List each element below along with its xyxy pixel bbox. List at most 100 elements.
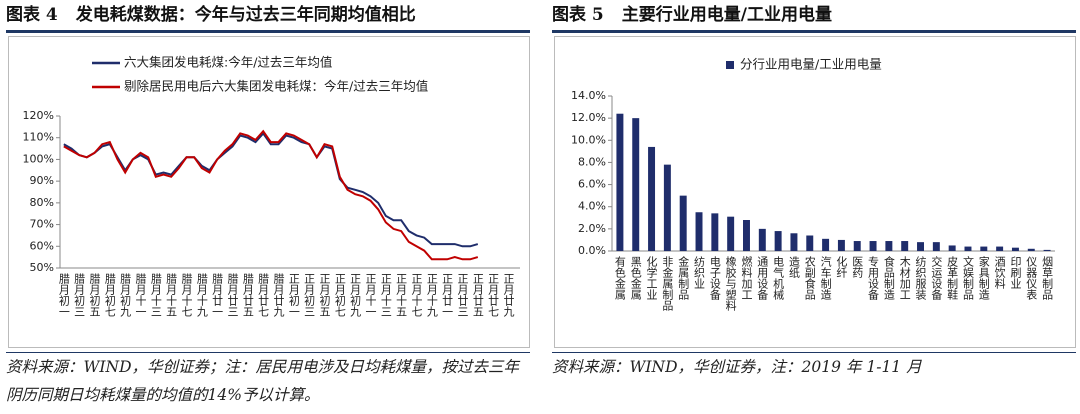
bar	[743, 220, 750, 251]
legend-label: 分行业用电量/工业用电量	[740, 57, 882, 72]
bar	[869, 241, 877, 251]
x-tick-label: 通用设备	[756, 256, 769, 301]
y-tick-label: 90%	[30, 174, 54, 187]
y-tick-label: 2.0%	[578, 222, 606, 235]
x-tick-label: 纺织服装	[914, 255, 927, 301]
bar	[695, 212, 703, 251]
x-tick-label: 电气机械	[772, 256, 785, 301]
x-tick-label: 交运设备	[930, 255, 943, 301]
bar	[980, 246, 988, 251]
x-tick-label: 腊月十一	[134, 273, 147, 317]
y-tick-label: 70%	[30, 218, 54, 231]
bar	[616, 113, 624, 251]
bar	[632, 118, 640, 252]
bar	[711, 213, 719, 251]
legend-swatch	[726, 61, 734, 69]
source-note: 资料来源：WIND，华创证券，注：2019 年 1-11 月	[552, 352, 1076, 381]
x-tick-label: 腊月廿三	[226, 273, 239, 317]
bar	[1011, 247, 1019, 251]
x-tick-label: 燃料加工	[740, 255, 753, 300]
x-tick-label: 烟草制品	[1041, 255, 1054, 300]
series-line	[63, 129, 479, 261]
x-tick-label: 腊月廿七	[257, 273, 270, 317]
chart-title: 发电耗煤数据：今年与过去三年同期均值相比	[75, 5, 416, 25]
x-tick-label: 腊月廿五	[241, 273, 254, 317]
bar	[648, 146, 656, 251]
x-tick-label: 金属制品	[677, 255, 690, 300]
header: 图表 4 发电耗煤数据：今年与过去三年同期均值相比	[6, 0, 530, 33]
bar	[1043, 249, 1051, 251]
bar	[806, 235, 814, 251]
y-tick-label: 60%	[30, 239, 54, 252]
bar	[727, 216, 735, 251]
x-tick-label: 有色金属	[613, 255, 626, 301]
x-tick-label: 正月初七	[333, 273, 346, 317]
x-tick-label: 化学工业	[645, 255, 658, 300]
bar	[822, 238, 830, 251]
x-tick-label: 正月廿九	[502, 273, 515, 317]
y-tick-label: 0.0%	[578, 244, 606, 257]
legend-label: 剔除居民用电后六大集团发电耗煤：今年/过去三年均值	[124, 79, 428, 94]
y-tick-label: 4.0%	[578, 200, 606, 213]
bar	[837, 239, 845, 251]
x-tick-label: 汽车制造	[819, 255, 832, 300]
y-tick-label: 12.0%	[571, 111, 606, 124]
x-tick-label: 文娱制品	[961, 255, 974, 300]
x-tick-label: 正月初五	[318, 273, 331, 317]
bar	[663, 164, 671, 251]
x-tick-label: 正月初三	[303, 273, 316, 317]
bar	[853, 241, 861, 251]
x-tick-label: 腊月廿一	[211, 273, 224, 317]
x-tick-label: 电子设备	[708, 256, 721, 301]
x-tick-label: 纺织业	[693, 255, 706, 289]
x-tick-label: 橡胶与塑料	[724, 256, 737, 312]
x-tick-label: 专用设备	[867, 255, 880, 301]
header: 图表 5 主要行业用电量/工业用电量	[552, 0, 1076, 33]
x-tick-label: 黑色金属	[629, 256, 642, 301]
bar	[1027, 248, 1035, 251]
bar	[964, 246, 972, 251]
y-tick-label: 14.0%	[571, 89, 606, 102]
x-tick-label: 正月廿七	[487, 273, 500, 317]
source-note: 资料来源：WIND，华创证券；注：居民用电涉及日均耗煤量，按过去三年阴历同期日均…	[6, 352, 530, 409]
bar	[679, 195, 687, 251]
x-tick-label: 腊月初三	[73, 273, 86, 317]
x-tick-label: 农副食品	[803, 255, 816, 300]
legend-label: 六大集团发电耗煤:今年/过去三年均值	[124, 55, 332, 70]
y-tick-label: 80%	[30, 196, 54, 209]
y-tick-label: 8.0%	[578, 155, 606, 168]
x-tick-label: 正月十一	[364, 273, 377, 317]
bar	[885, 241, 893, 251]
bar	[996, 246, 1004, 251]
x-tick-label: 正月廿五	[471, 273, 484, 317]
x-tick-label: 食品制造	[882, 255, 895, 300]
x-tick-label: 腊月廿九	[272, 273, 285, 317]
bar	[917, 242, 924, 251]
x-tick-label: 腊月初五	[88, 273, 101, 317]
x-tick-label: 正月初一	[287, 273, 300, 317]
series-line	[63, 131, 479, 248]
y-tick-label: 110%	[23, 131, 54, 144]
x-tick-label: 仪器仪表	[1025, 256, 1038, 301]
figure-label: 图表 5	[552, 5, 604, 25]
x-tick-label: 家具制造	[977, 255, 990, 300]
y-tick-label: 120%	[23, 109, 54, 122]
x-tick-label: 非金属制品	[661, 256, 674, 311]
x-tick-label: 腊月十七	[180, 273, 193, 317]
y-tick-label: 6.0%	[578, 178, 606, 191]
x-tick-label: 化纤	[835, 255, 848, 279]
figure-label: 图表 4	[6, 5, 58, 25]
bar	[901, 241, 909, 251]
x-tick-label: 腊月初一	[57, 273, 70, 317]
x-tick-label: 正月廿三	[456, 273, 469, 317]
x-tick-label: 腊月初七	[103, 273, 116, 317]
y-tick-label: 50%	[30, 261, 54, 274]
x-tick-label: 腊月十五	[165, 273, 178, 317]
chart-frame	[554, 36, 1076, 348]
x-tick-label: 腊月十九	[195, 273, 208, 317]
x-tick-label: 印刷业	[1009, 256, 1022, 289]
y-tick-label: 100%	[23, 152, 54, 165]
x-tick-label: 酒饮料	[993, 256, 1006, 290]
